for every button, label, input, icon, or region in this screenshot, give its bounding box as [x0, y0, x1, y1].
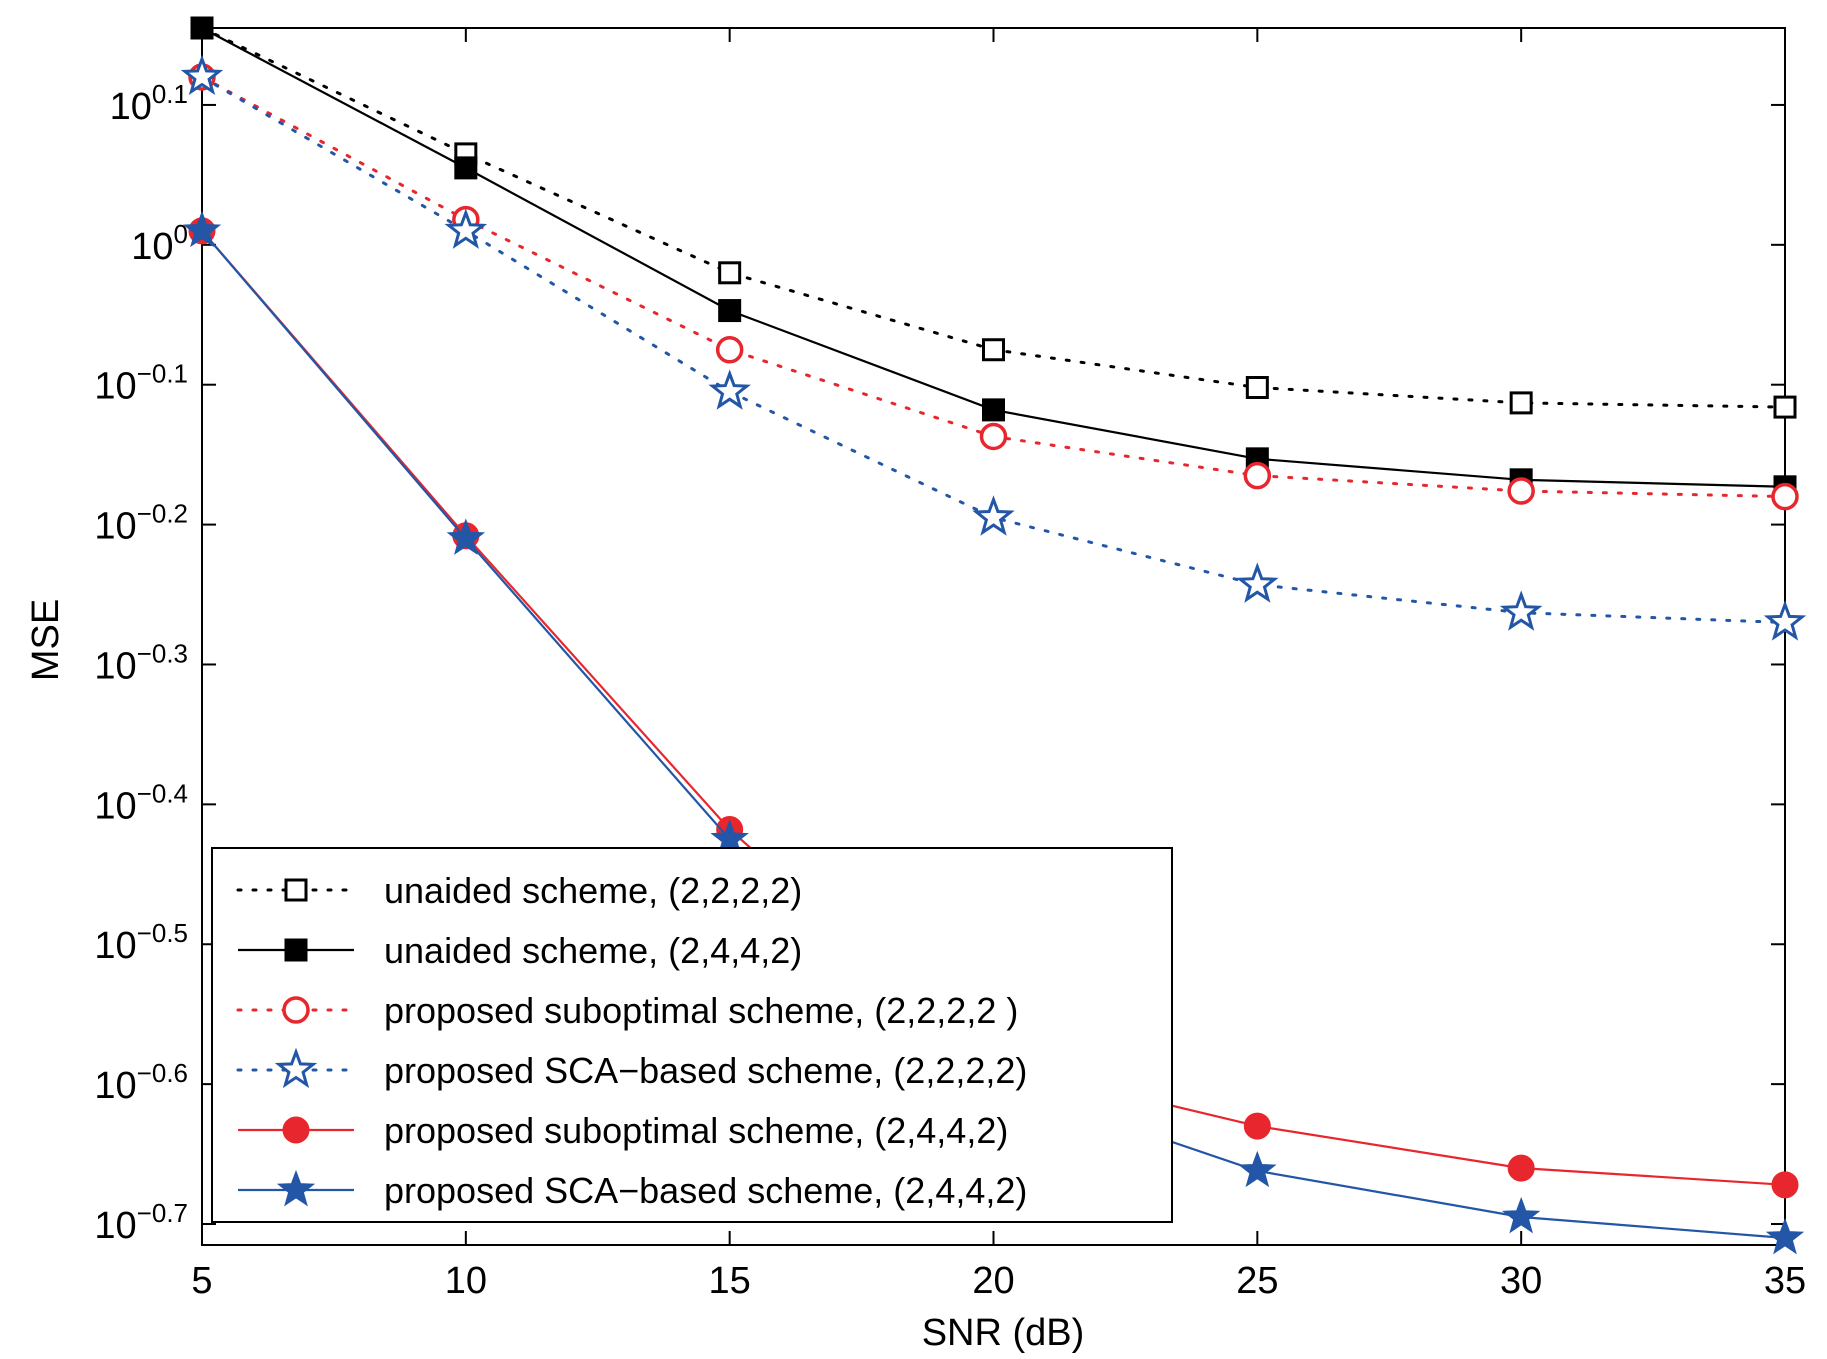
y-tick-label: 100	[131, 219, 188, 268]
y-tick-base: 10	[94, 506, 136, 548]
y-tick-label: 10−0.6	[94, 1058, 188, 1107]
data-point	[1243, 1112, 1271, 1140]
y-axis-label: MSE	[25, 599, 67, 681]
y-tick-base: 10	[94, 1205, 136, 1247]
data-point	[1765, 1217, 1805, 1255]
y-tick-label: 10−0.7	[94, 1198, 188, 1247]
data-point	[1243, 461, 1272, 490]
data-point	[708, 369, 751, 410]
legend: unaided scheme, (2,2,2,2) unaided scheme,…	[211, 847, 1173, 1223]
data-point	[180, 54, 224, 95]
x-tick-label: 30	[1500, 1260, 1542, 1302]
data-point	[182, 210, 222, 248]
plot-series	[180, 16, 1807, 1255]
data-point	[1236, 562, 1279, 603]
x-tick-label: 25	[1236, 1260, 1278, 1302]
data-point	[979, 422, 1008, 451]
data-point	[1771, 1171, 1799, 1199]
data-point	[972, 495, 1015, 536]
legend-entry-6: proposed SCA−based scheme, (2,4,4,2)	[238, 1169, 1027, 1211]
series-3	[188, 63, 1799, 511]
y-tick-base: 10	[94, 925, 136, 967]
data-point	[1773, 395, 1797, 419]
data-point	[1763, 600, 1807, 641]
y-tick-base: 10	[94, 1065, 136, 1107]
data-point	[454, 156, 478, 180]
legend-entry-2: unaided scheme, (2,4,4,2)	[238, 930, 802, 971]
legend-marker	[274, 1047, 318, 1089]
y-tick-label: 10−0.4	[94, 778, 188, 827]
data-point	[1245, 376, 1269, 400]
y-tick-base: 10	[94, 785, 136, 827]
y-tick-exponent: −0.1	[137, 359, 188, 389]
legend-marker	[284, 938, 308, 962]
legend-entry-1: unaided scheme, (2,2,2,2)	[236, 870, 802, 911]
data-point	[1771, 482, 1799, 511]
axes: 5 10 15 20 25 30 35100.110010−0.110−0.210−0.31…	[94, 27, 1806, 1302]
x-tick-label: 5	[191, 1260, 212, 1302]
legend-label: proposed SCA−based scheme, (2,4,4,2)	[384, 1170, 1027, 1211]
x-tick-label: 35	[1764, 1260, 1806, 1302]
y-tick-label: 10−0.2	[94, 499, 188, 548]
y-tick-exponent: 0.1	[152, 79, 188, 109]
legend-label: proposed SCA−based scheme, (2,2,2,2)	[384, 1050, 1027, 1091]
y-tick-base: 10	[94, 645, 136, 687]
y-tick-label: 100.1	[110, 79, 188, 128]
y-tick-label: 10−0.5	[94, 918, 188, 967]
data-point	[1501, 1196, 1541, 1234]
data-point	[190, 16, 214, 40]
series-4	[180, 54, 1807, 641]
y-tick-exponent: −0.7	[137, 1198, 188, 1228]
legend-marker	[282, 996, 310, 1024]
legend-entry-5: proposed suboptimal scheme, (2,4,4,2)	[238, 1110, 1008, 1151]
data-point	[1499, 590, 1543, 631]
y-tick-exponent: −0.6	[137, 1058, 188, 1088]
data-point	[982, 398, 1005, 422]
data-point	[715, 335, 744, 364]
data-point	[1507, 1154, 1535, 1182]
legend-marker	[276, 1169, 316, 1207]
data-point	[446, 518, 486, 555]
x-axis-label: SNR (dB)	[922, 1312, 1085, 1354]
legend-label: unaided scheme, (2,4,4,2)	[384, 930, 802, 971]
x-tick-label: 20	[972, 1260, 1014, 1302]
data-point	[718, 261, 742, 285]
y-tick-base: 10	[110, 86, 152, 128]
y-tick-label: 10−0.1	[94, 359, 188, 408]
x-tick-label: 10	[445, 1260, 487, 1302]
legend-label: proposed suboptimal scheme, (2,4,4,2)	[384, 1110, 1008, 1151]
data-point	[1507, 477, 1535, 505]
y-tick-exponent: −0.5	[137, 918, 188, 948]
y-tick-exponent: −0.3	[137, 638, 188, 668]
legend-box	[211, 847, 1173, 1223]
y-tick-label: 10−0.3	[94, 638, 188, 687]
data-point	[1509, 391, 1533, 415]
legend-label: proposed suboptimal scheme, (2,2,2,2 )	[384, 990, 1018, 1031]
data-point	[710, 819, 749, 856]
series-1	[190, 16, 1797, 419]
y-tick-exponent: 0	[174, 219, 188, 249]
y-tick-base: 10	[94, 366, 136, 408]
y-tick-base: 10	[131, 226, 173, 268]
legend-marker	[282, 1116, 310, 1144]
data-point	[982, 338, 1005, 362]
y-tick-exponent: −0.4	[137, 778, 188, 808]
data-point	[1238, 1150, 1277, 1188]
data-point	[444, 208, 488, 249]
data-point	[718, 299, 742, 323]
legend-entry-3: proposed suboptimal scheme, (2,2,2,2 )	[236, 990, 1018, 1031]
legend-marker	[284, 878, 308, 902]
legend-entry-4: proposed SCA−based scheme, (2,2,2,2)	[236, 1047, 1027, 1091]
legend-label: unaided scheme, (2,2,2,2)	[384, 870, 802, 911]
y-tick-exponent: −0.2	[137, 499, 188, 529]
x-tick-label: 15	[709, 1260, 751, 1302]
